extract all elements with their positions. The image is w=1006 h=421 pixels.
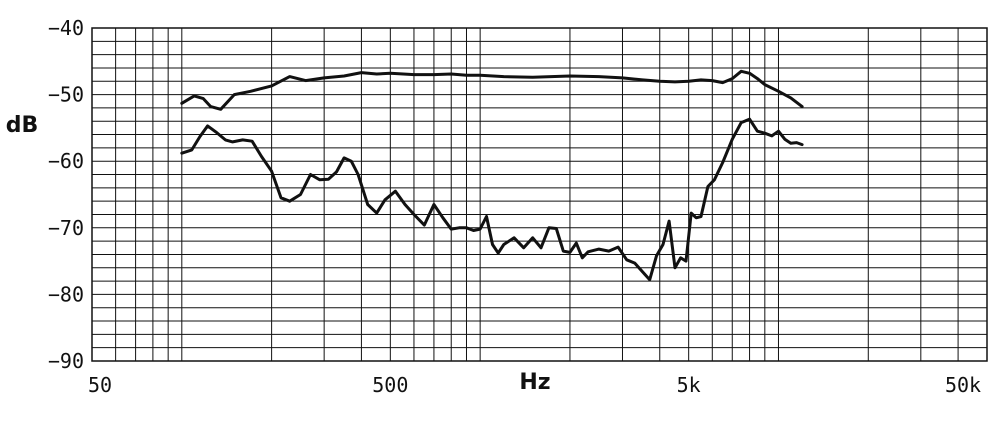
x-axis-title: Hz xyxy=(519,370,550,395)
series-2-line xyxy=(180,117,804,282)
plot-frame xyxy=(91,27,988,362)
x-tick-label: 50 xyxy=(88,373,112,397)
y-tick-label: −70 xyxy=(48,216,84,240)
y-tick-label: −60 xyxy=(48,149,84,173)
x-tick-label: 500 xyxy=(372,373,408,397)
x-tick-label: 50k xyxy=(945,373,981,397)
plot-curves xyxy=(180,69,804,282)
y-tick-label: −90 xyxy=(48,349,84,373)
y-tick-label: −50 xyxy=(48,83,84,107)
y-tick-label: −80 xyxy=(48,282,84,306)
y-tick-label: −40 xyxy=(48,16,84,40)
x-tick-label: 5k xyxy=(677,373,701,397)
series-1-line xyxy=(180,69,804,111)
grid xyxy=(91,27,988,362)
y-axis-title: dB xyxy=(6,113,39,138)
